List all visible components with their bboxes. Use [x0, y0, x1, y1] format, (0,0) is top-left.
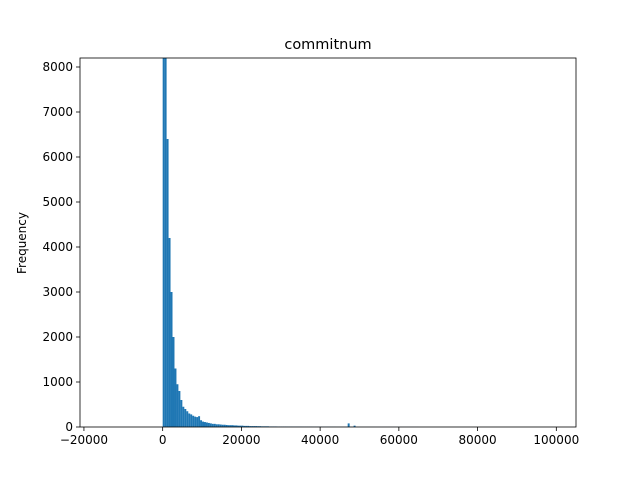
histogram-bar [239, 425, 242, 427]
histogram-bar [227, 425, 230, 427]
x-tick-label: 20000 [222, 433, 260, 447]
histogram-bar [204, 422, 206, 427]
histogram-bar [231, 425, 234, 427]
histogram-bar [190, 414, 193, 427]
histogram-bar [223, 424, 226, 427]
histogram-bar [245, 425, 248, 428]
y-tick-label: 0 [65, 420, 73, 434]
histogram-bar [221, 424, 224, 427]
histogram-bar [192, 415, 195, 427]
histogram-bar [174, 368, 177, 427]
histogram-bar [217, 424, 220, 427]
plot-frame [79, 57, 577, 428]
x-tick-label: 80000 [458, 433, 496, 447]
histogram-bar [196, 417, 199, 427]
histogram-bar [172, 337, 175, 427]
x-tick-label: 0 [159, 433, 167, 447]
y-tick-label: 6000 [42, 150, 73, 164]
histogram-bar [184, 409, 187, 427]
histogram-bar [215, 424, 218, 427]
histogram-bar [233, 425, 236, 427]
chart-title: commitnum [284, 37, 371, 53]
y-tick-label: 2000 [42, 330, 73, 344]
histogram-bar [225, 424, 228, 427]
histogram-bar [200, 420, 203, 427]
x-tick-label: 60000 [380, 433, 418, 447]
histogram-bar [257, 426, 260, 427]
histogram-bar [247, 425, 250, 428]
x-tick-label: −20000 [60, 433, 108, 447]
histogram-bar [213, 423, 216, 427]
histogram-bar [237, 425, 240, 427]
histogram-bar [243, 425, 246, 428]
y-tick-label: 4000 [42, 240, 73, 254]
y-tick-label: 1000 [42, 375, 73, 389]
x-axis-ticks: −20000 0 20000 40000 60000 80000 100000 [60, 427, 579, 447]
histogram-bar [209, 423, 212, 427]
histogram-bar [180, 400, 183, 427]
histogram-bar [211, 423, 214, 427]
histogram-bar [251, 426, 254, 427]
histogram-bar [219, 424, 222, 427]
y-tick-label: 7000 [42, 105, 73, 119]
histogram-bar [259, 426, 262, 427]
y-axis-label: Frequency [15, 212, 29, 274]
histogram-bar [241, 425, 244, 427]
y-tick-label: 8000 [42, 60, 73, 74]
histogram-bar [176, 384, 179, 427]
histogram-bar [170, 292, 173, 427]
histogram-bar [253, 426, 256, 427]
y-tick-label: 5000 [42, 195, 73, 209]
histogram-bar [249, 426, 252, 427]
histogram-bar [194, 416, 197, 427]
histogram-bar [168, 238, 171, 427]
histogram-bar [255, 426, 258, 427]
y-axis-ticks: 0 1000 2000 3000 4000 5000 6000 7000 8000 [42, 60, 80, 434]
histogram-bar [186, 411, 189, 427]
x-tick-label: 40000 [301, 433, 339, 447]
histogram-bar [182, 406, 185, 427]
histogram-bar [205, 422, 208, 427]
histogram-bar [202, 421, 204, 427]
histogram-bar [229, 425, 232, 427]
histogram-bar [162, 58, 165, 427]
histogram-bar [207, 422, 210, 427]
histogram-bar [347, 423, 350, 427]
histogram-bar [235, 425, 238, 427]
histogram-bar [166, 139, 169, 427]
y-tick-label: 3000 [42, 285, 73, 299]
histogram-bar [353, 425, 356, 427]
histogram-bar [164, 58, 167, 427]
histogram-bar [178, 391, 181, 427]
histogram-bar [198, 416, 201, 427]
histogram-bar [188, 413, 191, 427]
x-tick-label: 100000 [533, 433, 579, 447]
